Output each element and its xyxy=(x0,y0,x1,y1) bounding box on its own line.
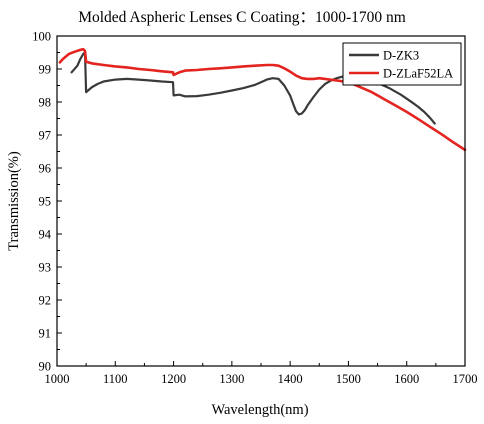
legend: D-ZK3 D-ZLaF52LA xyxy=(342,42,462,86)
y-tick-label: 95 xyxy=(39,195,52,209)
x-axis-label: Wavelength(nm) xyxy=(211,402,308,418)
x-tick-label: 1400 xyxy=(278,372,303,386)
y-tick-label: 98 xyxy=(39,96,52,110)
x-tick-label: 1700 xyxy=(453,372,478,386)
y-tick-label: 90 xyxy=(39,360,52,374)
x-tick-label: 1100 xyxy=(103,372,128,386)
series-line-2 xyxy=(58,47,467,152)
x-axis: 1000 1100 1200 1300 1400 1500 1600 1700 xyxy=(45,361,478,386)
y-axis-label: Transmission(%) xyxy=(6,151,22,251)
y-tick-label: 91 xyxy=(39,327,52,341)
chart-title: Molded Aspheric Lenses C Coating：1000-17… xyxy=(78,9,406,26)
y-tick-label: 96 xyxy=(39,162,52,176)
y-tick-label: 94 xyxy=(39,228,52,242)
y-tick-label: 97 xyxy=(39,129,52,143)
x-tick-label: 1600 xyxy=(394,372,419,386)
x-tick-label: 1200 xyxy=(161,372,186,386)
y-tick-label: 99 xyxy=(39,63,52,77)
legend-label: D-ZLaF52LA xyxy=(383,67,453,81)
legend-box xyxy=(342,42,462,86)
legend-label: D-ZK3 xyxy=(383,49,419,63)
y-tick-label: 100 xyxy=(32,30,51,44)
y-tick-label: 93 xyxy=(39,261,52,275)
y-tick-label: 92 xyxy=(39,294,52,308)
x-tick-label: 1500 xyxy=(336,372,361,386)
x-tick-label: 1000 xyxy=(45,372,70,386)
y-axis: 90 91 92 93 94 95 96 97 98 99 100 xyxy=(32,30,62,374)
x-tick-label: 1300 xyxy=(219,372,244,386)
